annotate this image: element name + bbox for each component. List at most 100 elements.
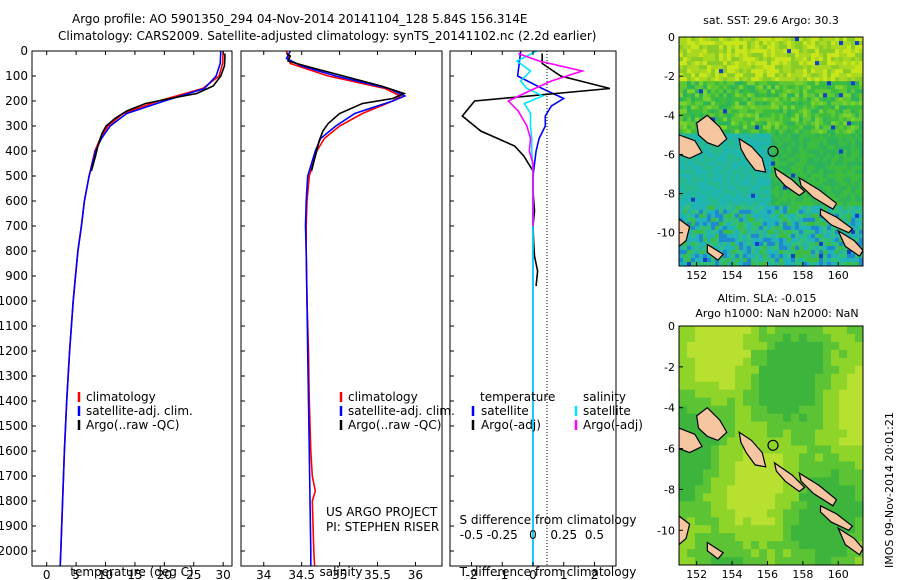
map-cell (719, 229, 724, 235)
map-cell (751, 77, 756, 82)
map-cell (831, 169, 836, 175)
map-cell (855, 157, 860, 163)
map-cell (715, 193, 720, 199)
map-cell (687, 217, 692, 223)
map-cell (707, 237, 712, 243)
map-cell (859, 125, 863, 131)
map-cell (771, 149, 776, 155)
map-cell (723, 221, 728, 227)
map-cell (783, 217, 788, 223)
map-cell (759, 193, 764, 199)
map-cell (727, 177, 732, 183)
map-cell (799, 213, 804, 219)
map-cell (743, 105, 748, 110)
map-cell (831, 161, 836, 167)
map-cell (847, 257, 852, 263)
map-cell (819, 229, 824, 235)
map-cell (807, 365, 816, 375)
map-cell (687, 461, 696, 470)
map-cell (831, 249, 836, 255)
map-cell (803, 41, 808, 46)
map-cell (815, 326, 824, 335)
map-cell (751, 233, 756, 239)
map-cell (847, 141, 852, 147)
legend-label: Argo(..raw -QC) (348, 418, 441, 432)
map-cell (739, 217, 744, 223)
x-tick-label: 1 (560, 568, 568, 580)
map-cell (835, 181, 840, 187)
map-cell (803, 153, 808, 159)
map-cell (835, 201, 840, 207)
map-cell (715, 165, 720, 171)
map-cell (755, 133, 760, 139)
map-cell (747, 257, 752, 263)
map-cell (715, 85, 720, 90)
map-cell (823, 157, 828, 163)
map-cell (719, 381, 728, 391)
map-cell (723, 113, 728, 118)
map-cell (751, 421, 760, 431)
island (798, 176, 838, 211)
map-cell (755, 49, 760, 54)
map-cell (711, 165, 716, 171)
map-cell (815, 381, 824, 391)
difference-panel: -2 -1 0 1 2 -0.5 -0.25 0 0.25 0.5 S difference f… (449, 50, 643, 580)
map-cell (775, 97, 780, 102)
map-cell (727, 81, 732, 86)
map-cell (759, 121, 764, 126)
map-cell (799, 421, 808, 431)
map-cell (819, 257, 824, 263)
map-cell (839, 93, 844, 98)
map-cell (827, 109, 832, 114)
map-cell (719, 121, 724, 126)
map-cell (791, 397, 800, 407)
map-cell (851, 61, 856, 66)
map-cell (823, 241, 828, 247)
map-cell (827, 233, 832, 239)
map-cell (683, 245, 688, 251)
map-y-tick-label: -6 (664, 443, 675, 456)
map-cell (767, 557, 776, 565)
map-cell (767, 97, 772, 102)
map-cell (703, 229, 708, 235)
map-cell (795, 237, 800, 243)
map-cell (771, 213, 776, 219)
map-cell (767, 133, 772, 139)
map-cell (723, 257, 728, 263)
map-cell (707, 153, 712, 159)
map-cell (855, 205, 860, 211)
map-cell (775, 113, 780, 118)
map-cell (763, 241, 768, 247)
map-cell (847, 445, 856, 455)
map-cell (803, 205, 808, 211)
map-cell (823, 341, 832, 351)
map-cell (847, 97, 852, 102)
map-cell (731, 101, 736, 106)
map-cell (771, 105, 776, 110)
map-cell (755, 97, 760, 102)
map-cell (727, 333, 736, 343)
map-cell (831, 389, 840, 399)
map-cell (775, 73, 780, 78)
map-cell (831, 437, 840, 447)
map-cell (703, 189, 708, 195)
map-cell (851, 69, 856, 74)
map-cell (851, 133, 856, 139)
map-cell (751, 517, 760, 526)
map-cell (767, 65, 772, 70)
map-cell (851, 93, 856, 98)
map-cell (791, 193, 796, 199)
map-cell (687, 65, 692, 70)
map-cell (727, 229, 732, 235)
map-cell (859, 217, 863, 223)
map-cell (759, 225, 764, 231)
map-cell (783, 333, 792, 343)
map-cell (763, 65, 768, 70)
map-cell (791, 89, 796, 94)
map-cell (859, 165, 863, 171)
map-cell (723, 117, 728, 122)
map-cell (823, 145, 828, 151)
map-cell (791, 237, 796, 243)
map-cell (731, 61, 736, 66)
map-cell (751, 121, 756, 126)
